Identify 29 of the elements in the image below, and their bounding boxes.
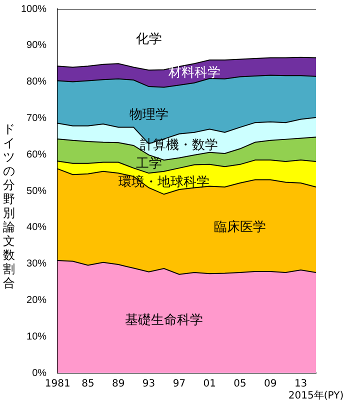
text: ドイツの分野別論文数割合 <box>3 122 15 290</box>
series-label: 材料科学 <box>167 66 220 81</box>
series-label: 基礎生命科学 <box>124 313 203 328</box>
y-tick-label: 60% <box>26 149 47 160</box>
x-tick-label: 93 <box>142 378 156 390</box>
x-tick-label: 1981 <box>44 378 70 390</box>
y-tick-label: 50% <box>26 186 47 197</box>
series-label: 環境・地球科学 <box>118 174 210 190</box>
y-tick-label: 70% <box>26 112 47 124</box>
x-tick-label: 05 <box>234 378 246 390</box>
y-tick-label: 30% <box>26 258 47 270</box>
y-tick-label: 100% <box>21 4 47 15</box>
series-label: 工学 <box>136 156 162 172</box>
y-tick-label: 90% <box>26 40 47 52</box>
series-label: 化学 <box>136 32 162 47</box>
y-tick-label: 10% <box>26 331 47 342</box>
x-tick-label: 01 <box>203 378 216 390</box>
y-tick-label: 20% <box>26 294 47 306</box>
x-tick-label: 85 <box>82 378 94 390</box>
x-tick-label: 2015年(PY) <box>288 390 344 402</box>
y-tick-label: 0% <box>32 368 47 379</box>
series-label: 物理学 <box>129 107 168 122</box>
x-tick-label: 13 <box>294 378 308 390</box>
y-tick-label: 80% <box>26 76 47 88</box>
x-tick-label: 97 <box>172 378 186 390</box>
x-tick-label: 09 <box>264 378 277 390</box>
series-label: 臨床医学 <box>214 220 266 236</box>
x-tick-label: 89 <box>112 378 125 390</box>
y-tick-label: 40% <box>26 222 47 234</box>
